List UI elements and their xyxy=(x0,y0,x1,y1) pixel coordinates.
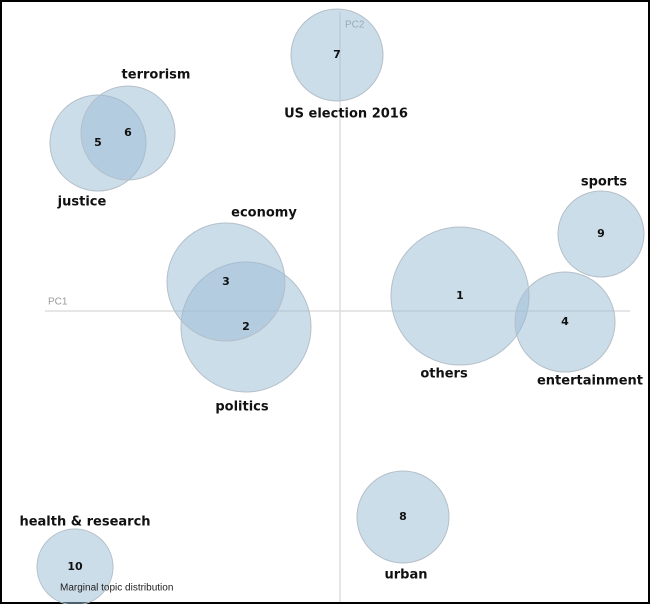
topic-label: urban xyxy=(385,568,428,583)
topic-bubble xyxy=(80,85,176,181)
topic-id: 10 xyxy=(67,560,83,573)
topic-bubble xyxy=(36,528,114,604)
topic-id: 2 xyxy=(242,320,250,333)
topic-label: US election 2016 xyxy=(284,107,408,122)
topic-id: 5 xyxy=(94,136,102,149)
labels: 1 others 2 politics 3 economy 4 entertainment 5 j… xyxy=(19,48,643,583)
topic-bubble xyxy=(514,271,616,373)
topic-bubble xyxy=(557,190,645,278)
topic-bubble xyxy=(166,222,286,342)
x-axis-label: PC1 xyxy=(48,297,68,308)
topic-label: terrorism xyxy=(122,68,191,83)
topic-bubble xyxy=(356,470,450,564)
topic-id: 6 xyxy=(124,126,132,139)
topic-label: health & research xyxy=(19,515,150,530)
topic-id: 8 xyxy=(399,510,407,523)
topic-id: 7 xyxy=(333,48,341,61)
topic-label: economy xyxy=(231,206,297,221)
topic-label: sports xyxy=(581,175,628,190)
topic-label: others xyxy=(420,367,468,382)
topic-bubble xyxy=(290,8,384,102)
topic-label: politics xyxy=(215,400,269,415)
topic-id: 3 xyxy=(222,275,230,288)
topic-id: 1 xyxy=(456,289,464,302)
topic-label: entertainment xyxy=(537,374,643,389)
topic-label: justice xyxy=(57,195,107,210)
topic-id: 9 xyxy=(597,227,605,240)
bubbles xyxy=(36,8,645,604)
topic-id: 4 xyxy=(561,315,569,328)
legend-caption: Marginal topic distribution xyxy=(60,583,173,594)
